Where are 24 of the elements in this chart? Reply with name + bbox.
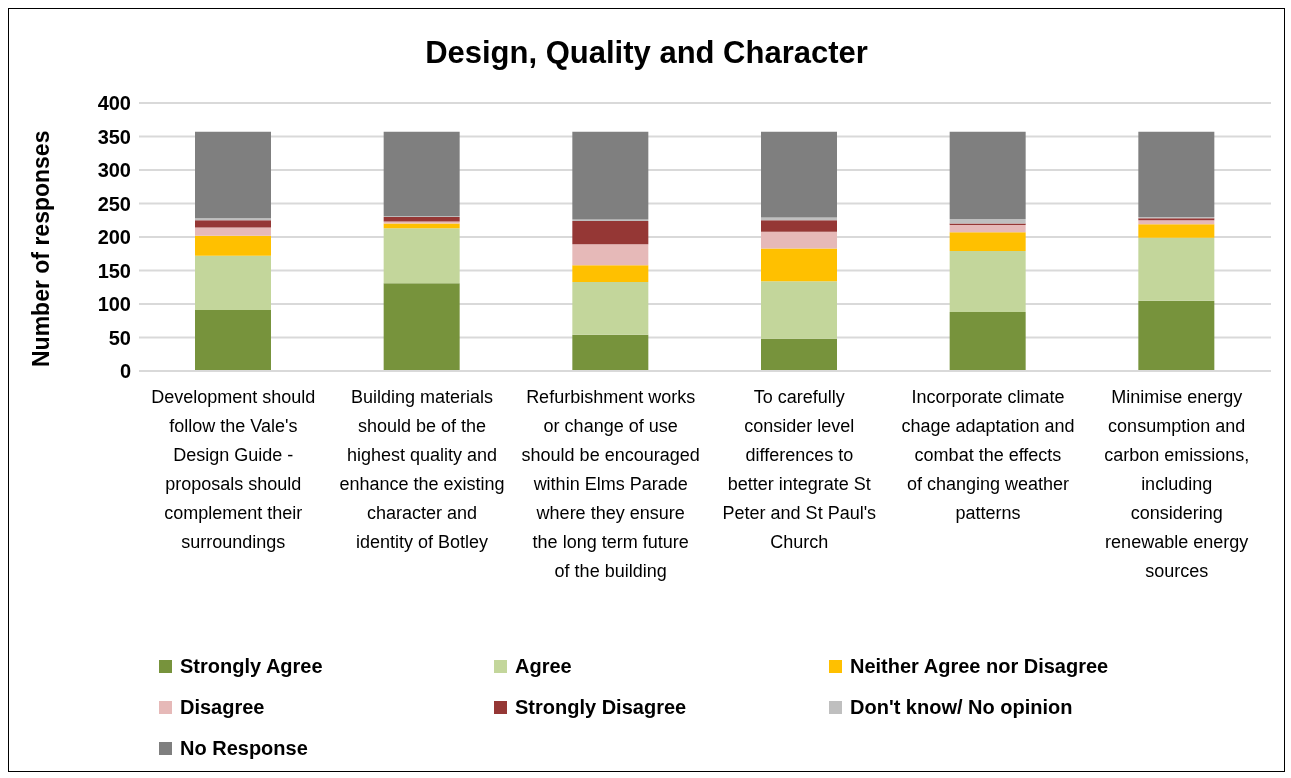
x-tick-label: Minimise energy consumption and carbon emissions, including considering renewable energy sources xyxy=(1104,387,1250,581)
y-tick-label: 350 xyxy=(97,125,131,148)
legend-label: Disagree xyxy=(180,696,265,719)
chart-title: Design, Quality and Character xyxy=(424,35,869,71)
y-axis-title: Number of responses xyxy=(28,130,55,367)
legend-label: Don't know/ No opinion xyxy=(850,696,1073,719)
y-tick-label: 200 xyxy=(97,226,131,249)
y-tick-label: 50 xyxy=(108,326,131,349)
x-tick-label: Refurbishment works or change of use should be encouraged within Elms Parade where they ensure the long term future of the building xyxy=(521,387,700,581)
x-tick-label: To carefully consider level differences to better integrate St Peter and St Paul's Church xyxy=(722,387,877,552)
y-tick-label: 100 xyxy=(97,293,131,316)
legend-label: Agree xyxy=(515,655,572,678)
y-tick-label: 0 xyxy=(119,360,131,383)
x-tick-label: Building materials should be of the highest quality and enhance the existing character and identity of Botley xyxy=(339,387,505,552)
x-tick-label: Incorporate climate chage adaptation and combat the effects of changing weather patterns xyxy=(901,387,1075,523)
y-tick-label: 150 xyxy=(97,259,131,282)
y-tick-label: 250 xyxy=(97,192,131,215)
x-tick-label: Development should follow the Vale's Design Guide - proposals should complement their surroundings xyxy=(151,387,316,552)
legend-label: Strongly Agree xyxy=(180,655,323,678)
y-tick-label: 300 xyxy=(97,159,131,182)
legend-label: Neither Agree nor Disagree xyxy=(850,655,1109,678)
legend-label: No Response xyxy=(180,737,308,760)
legend-label: Strongly Disagree xyxy=(515,696,687,719)
y-tick-label: 400 xyxy=(97,92,131,115)
